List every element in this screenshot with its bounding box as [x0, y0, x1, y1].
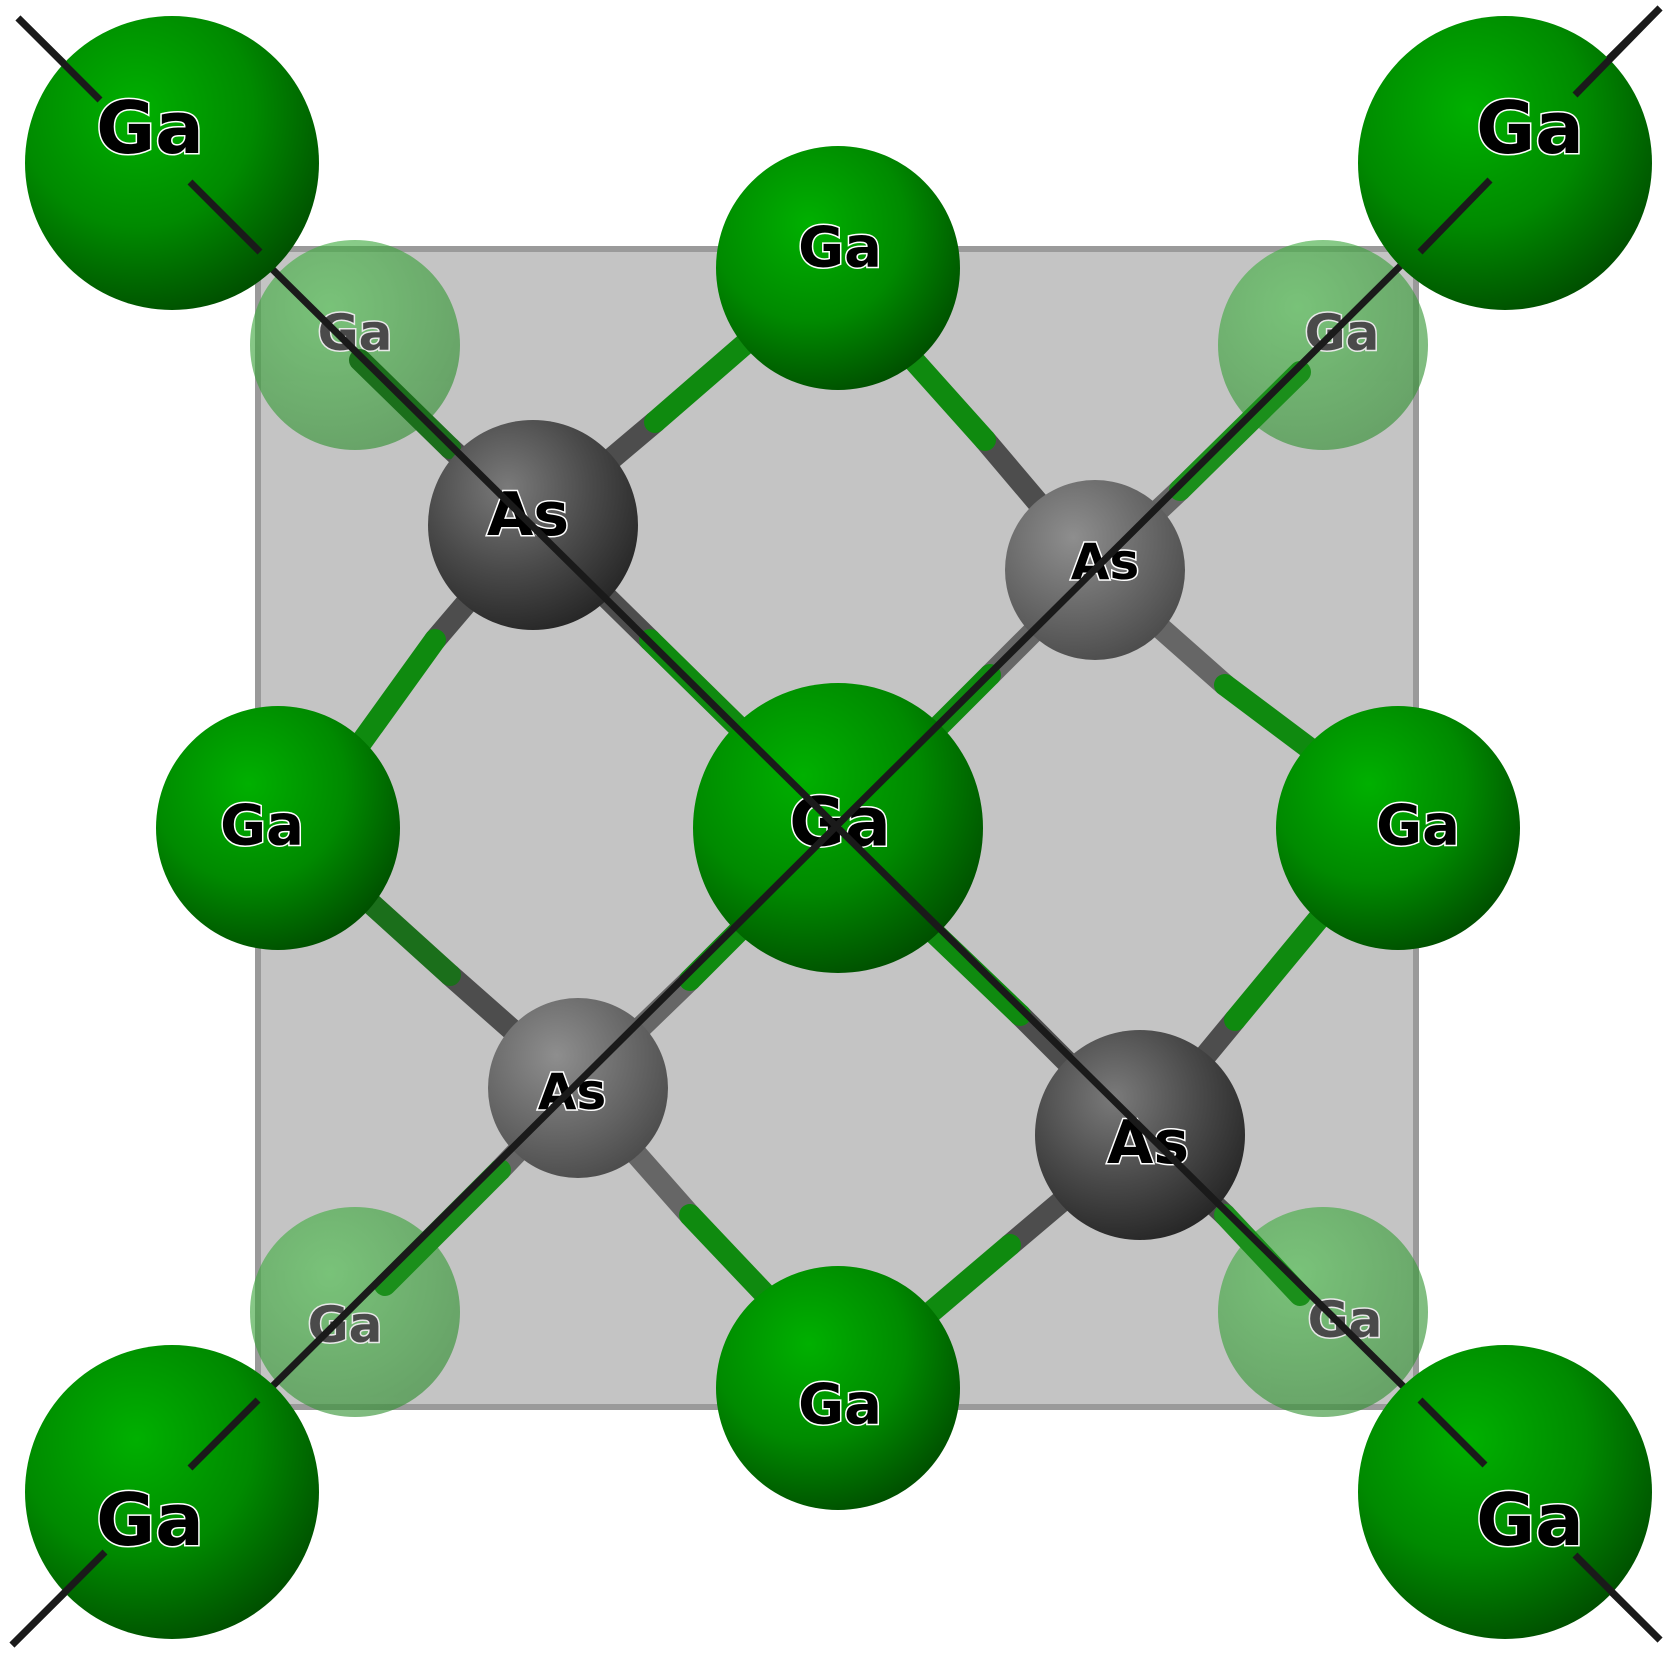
diagonal-axis-main — [15, 15, 1663, 1643]
atom-label: Ga — [318, 304, 393, 362]
atom-ga-corner-bl: Ga — [25, 1345, 319, 1639]
atom-label: Ga — [96, 86, 204, 170]
atom-ga-left: Ga — [156, 706, 400, 950]
atom-label: Ga — [798, 216, 882, 281]
diagonal-axis-anti — [9, 5, 1663, 1648]
atom-ga-corner-br: Ga — [1358, 1345, 1652, 1639]
diagonal-axes — [9, 5, 1663, 1648]
atom-label: Ga — [1476, 86, 1584, 170]
axis-segment-tl — [15, 15, 103, 103]
axis-segment-br-inner — [1417, 1397, 1488, 1468]
atom-as-br: As — [1035, 1030, 1245, 1240]
atom-label: Ga — [1376, 794, 1460, 859]
atom-ga-bottom: Ga — [716, 1266, 960, 1510]
atom-label: Ga — [1476, 1478, 1584, 1562]
axis-segment-tr-inner — [1417, 177, 1493, 255]
atom-label: Ga — [96, 1478, 204, 1562]
axis-segment-tr — [1572, 5, 1663, 98]
corner-atoms-layer: Ga Ga Ga Ga — [25, 16, 1652, 1639]
atom-label: Ga — [798, 1373, 882, 1438]
axis-segment-tl-inner — [187, 179, 263, 255]
atom-ga-right: Ga — [1276, 706, 1520, 950]
axis-segment-bl-inner — [187, 1397, 261, 1471]
atom-label: As — [1107, 1108, 1189, 1178]
atom-ga-top: Ga — [716, 146, 960, 390]
atom-label: Ga — [308, 1296, 383, 1354]
axis-segment-br — [1572, 1552, 1663, 1643]
atom-label: Ga — [220, 794, 304, 859]
atom-ga-corner-tl: Ga — [25, 16, 319, 310]
atom-label: As — [487, 480, 569, 550]
diagonal-axes-over-corners — [9, 5, 1663, 1648]
axis-segment-bl — [9, 1549, 108, 1648]
